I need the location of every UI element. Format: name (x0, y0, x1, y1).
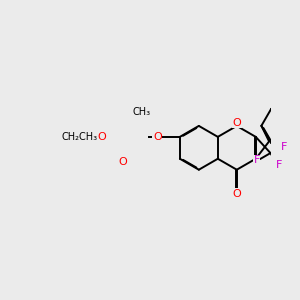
Text: O: O (153, 132, 162, 142)
Text: O: O (98, 132, 106, 142)
Text: F: F (276, 160, 282, 170)
Text: O: O (232, 118, 241, 128)
Text: CH₃: CH₃ (133, 107, 151, 117)
Text: CH₂CH₃: CH₂CH₃ (61, 132, 98, 142)
Text: F: F (281, 142, 288, 152)
Text: O: O (232, 189, 241, 199)
Text: O: O (118, 157, 127, 166)
Text: F: F (254, 155, 260, 165)
